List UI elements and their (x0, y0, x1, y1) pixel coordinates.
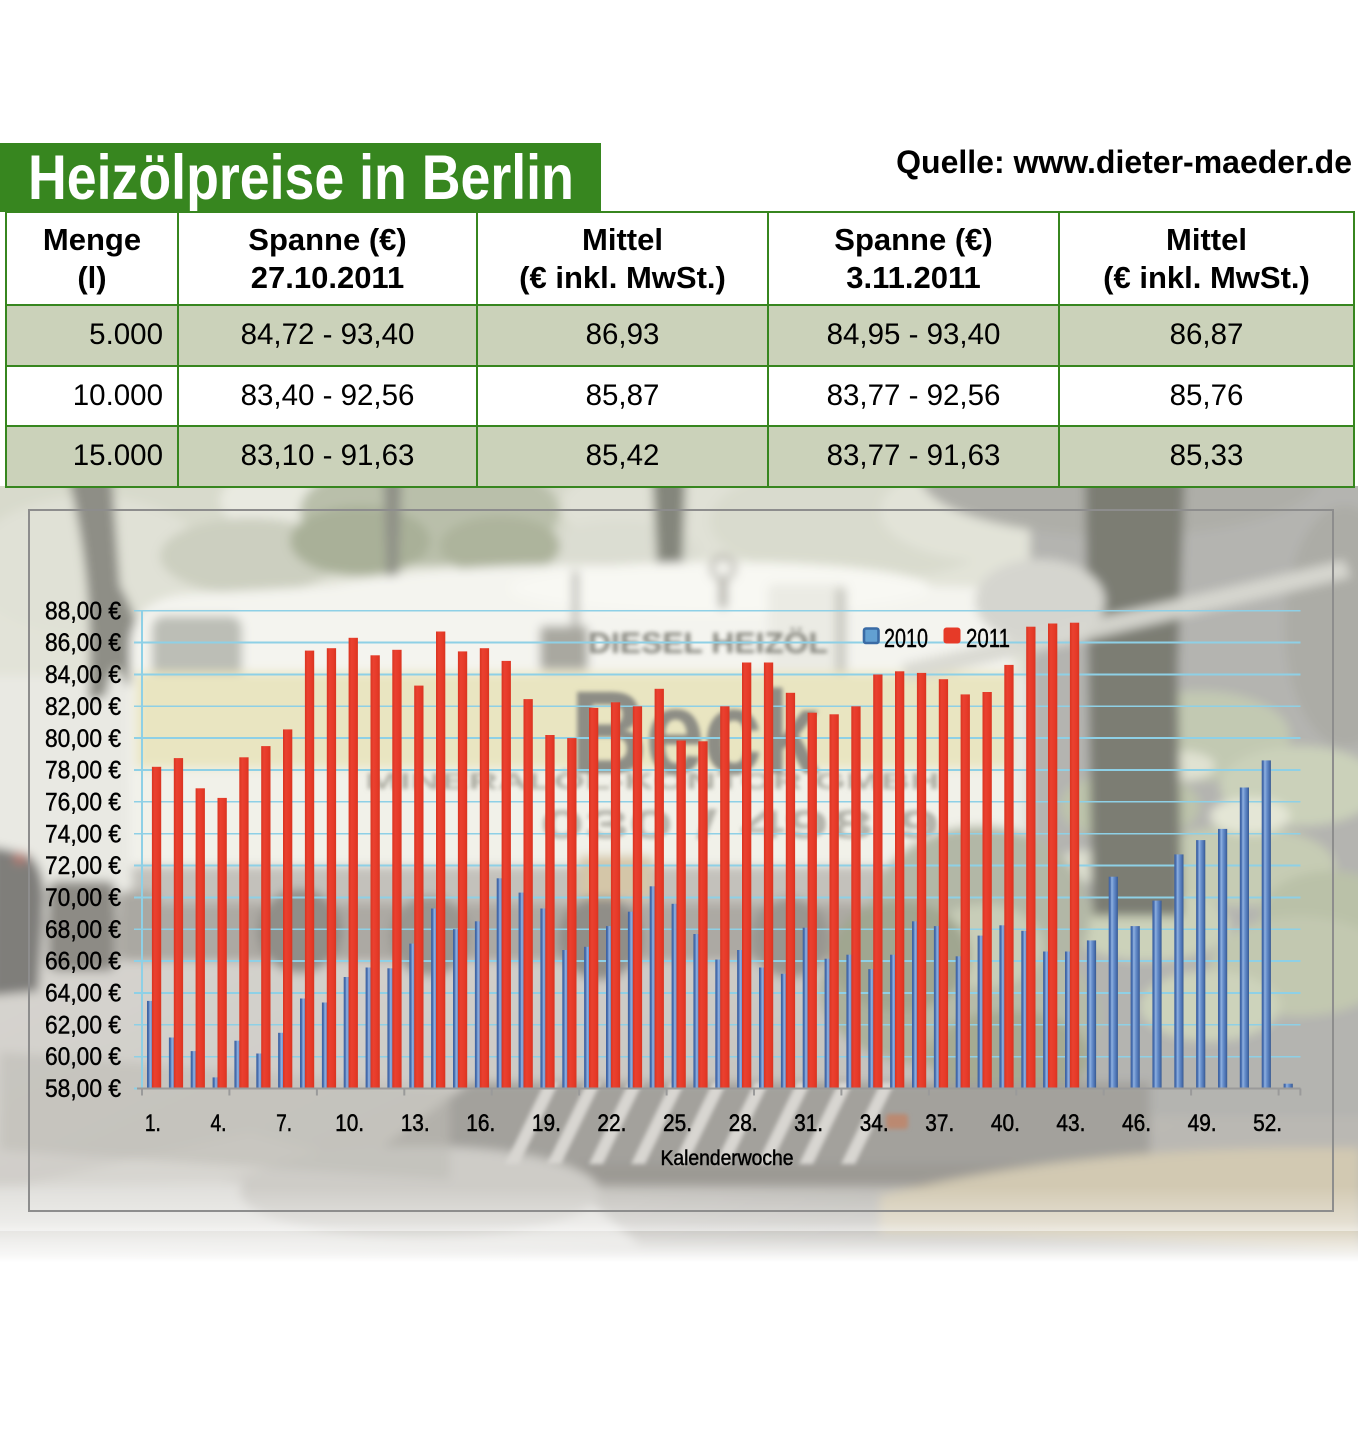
svg-text:66,00 €: 66,00 € (45, 948, 121, 976)
svg-text:40.: 40. (991, 1110, 1020, 1137)
svg-text:37.: 37. (925, 1110, 954, 1137)
svg-text:49.: 49. (1188, 1110, 1217, 1137)
svg-text:19.: 19. (532, 1110, 561, 1137)
svg-text:60,00 €: 60,00 € (45, 1043, 121, 1071)
svg-text:70,00 €: 70,00 € (45, 884, 121, 912)
svg-text:13.: 13. (401, 1110, 430, 1137)
svg-text:58,00 €: 58,00 € (45, 1075, 121, 1103)
svg-text:68,00 €: 68,00 € (45, 916, 121, 944)
svg-text:Kalenderwoche: Kalenderwoche (661, 1146, 794, 1170)
svg-text:1.: 1. (145, 1110, 161, 1137)
svg-text:46.: 46. (1122, 1110, 1151, 1137)
svg-text:34.: 34. (860, 1110, 889, 1137)
svg-text:25.: 25. (663, 1110, 692, 1137)
svg-text:10.: 10. (335, 1110, 364, 1137)
svg-text:64,00 €: 64,00 € (45, 980, 121, 1008)
svg-text:22.: 22. (597, 1110, 626, 1137)
svg-text:86,00 €: 86,00 € (45, 629, 121, 657)
svg-text:43.: 43. (1056, 1110, 1085, 1137)
svg-text:16.: 16. (466, 1110, 495, 1137)
svg-text:7.: 7. (276, 1110, 292, 1137)
svg-text:82,00 €: 82,00 € (45, 693, 121, 721)
svg-text:80,00 €: 80,00 € (45, 725, 121, 753)
svg-text:28.: 28. (729, 1110, 758, 1137)
svg-text:76,00 €: 76,00 € (45, 788, 121, 816)
svg-text:84,00 €: 84,00 € (45, 661, 121, 689)
svg-text:2011: 2011 (966, 623, 1010, 653)
svg-text:88,00 €: 88,00 € (45, 597, 121, 625)
svg-text:2010: 2010 (884, 623, 928, 653)
svg-text:52.: 52. (1253, 1110, 1282, 1137)
svg-text:4.: 4. (211, 1110, 227, 1137)
svg-text:62,00 €: 62,00 € (45, 1011, 121, 1039)
svg-text:DIESEL HEIZÖL: DIESEL HEIZÖL (588, 627, 828, 660)
svg-text:78,00 €: 78,00 € (45, 757, 121, 785)
svg-text:72,00 €: 72,00 € (45, 852, 121, 880)
svg-text:31.: 31. (794, 1110, 823, 1137)
svg-text:74,00 €: 74,00 € (45, 820, 121, 848)
